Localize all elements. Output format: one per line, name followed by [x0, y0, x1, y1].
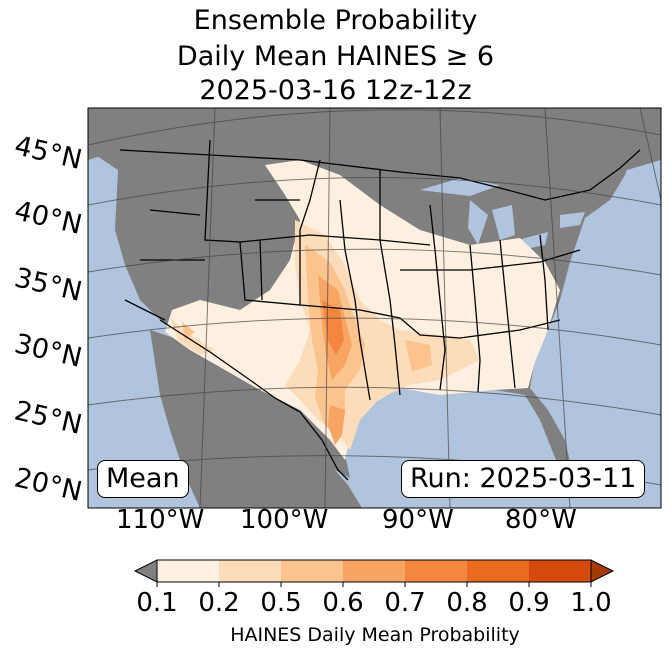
lon-label-90: 90°W [382, 505, 454, 535]
colorbar-under-arrow [133, 559, 158, 583]
title-line-1: Ensemble Probability [193, 5, 478, 36]
colorbar-segment [157, 560, 219, 582]
colorbar-segment [405, 560, 467, 582]
title-line-2: Daily Mean HAINES ≥ 6 [176, 41, 495, 72]
canada-land [88, 108, 661, 190]
colorbar-frame [156, 559, 592, 583]
colorbar-tick: 0.5 [260, 588, 302, 618]
title-line-3: 2025-03-16 12z-12z [199, 75, 472, 106]
great-lakes [420, 178, 585, 250]
mexico-land [150, 330, 362, 508]
colorbar [133, 559, 615, 587]
colorbar-label: HAINES Daily Mean Probability [230, 624, 520, 646]
stat-label-box: Mean [97, 460, 189, 498]
lon-label-100: 100°W [240, 505, 329, 535]
colorbar-tick: 0.8 [446, 588, 488, 618]
lon-label-110: 110°W [116, 505, 205, 535]
colorbar-tick: 1.0 [570, 588, 612, 618]
colorbar-segment [281, 560, 343, 582]
graticule [88, 108, 661, 508]
colorbar-segment [467, 560, 529, 582]
lon-label-80: 80°W [505, 505, 577, 535]
colorbar-tick: 0.7 [384, 588, 426, 618]
colorbar-segment [529, 560, 591, 582]
colorbar-tick: 0.9 [508, 588, 550, 618]
colorbar-tick: 0.1 [136, 588, 178, 618]
colorbar-tick: 0.6 [322, 588, 364, 618]
colorbar-over-arrow [590, 559, 615, 583]
boundaries [119, 139, 641, 481]
run-label-box: Run: 2025-03-11 [401, 460, 646, 498]
colorbar-segment [343, 560, 405, 582]
colorbar-tick: 0.2 [198, 588, 240, 618]
map-frame [87, 107, 662, 509]
colorbar-segment [219, 560, 281, 582]
